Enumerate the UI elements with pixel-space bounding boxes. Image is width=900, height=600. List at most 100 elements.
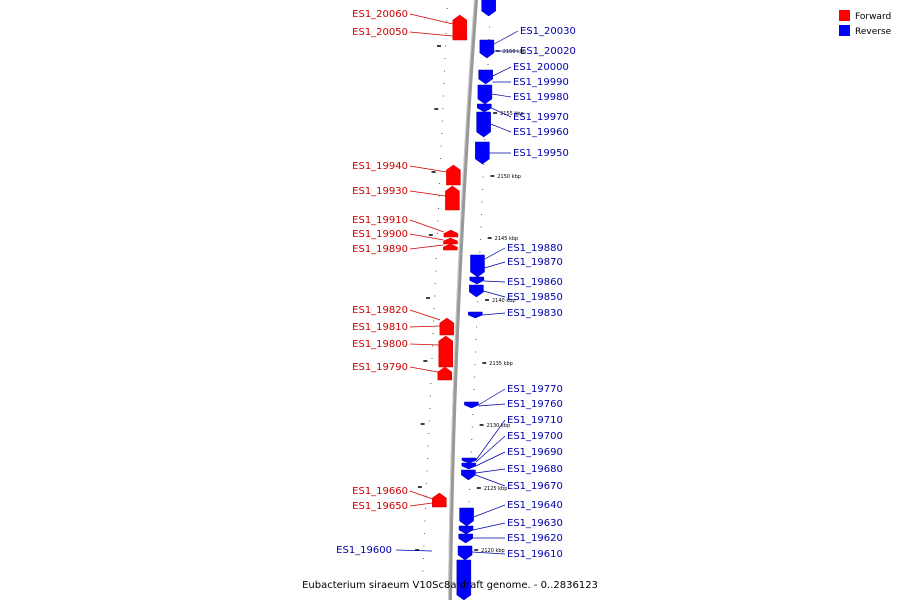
reverse-leader-line [493,30,519,45]
reverse-gene-label: ES1_20030 [520,26,576,37]
forward-leader-line [409,165,447,173]
reverse-gene [458,533,473,544]
dot-left [422,558,424,559]
dot-right [482,189,484,190]
forward-leader-line [409,502,433,507]
reverse-leader-line [484,261,506,269]
dot-right [468,501,470,503]
reverse-leader-line [490,123,512,133]
reverse-gene-label: ES1_19760 [507,399,563,410]
gene-layer [432,0,496,600]
dot-right [479,239,481,240]
dot-left [443,83,445,84]
forward-leader-line [409,366,438,373]
reverse-leader-line [483,290,506,298]
dot-left [427,458,429,459]
reverse-gene [478,69,493,85]
reverse-leader-line [478,388,506,406]
reverse-leader-line [475,435,506,463]
dot-left [438,195,440,197]
dot-right [471,426,473,428]
dot-left [440,158,442,159]
reverse-gene [476,111,491,138]
reverse-leader-line [472,522,506,531]
forward-gene [443,229,459,238]
dot-right [489,26,491,28]
dot-left [423,545,425,547]
reverse-leader-line [475,419,506,461]
dot-left [444,58,446,59]
tick-layer: 2160 kbp 2155 kbp 2150 kbp 2145 kbp 2140 kbp… [415,45,527,554]
forward-gene-label: ES1_19940 [352,161,408,172]
tick-label: 2125 kbp [484,486,508,492]
forward-gene [439,317,455,336]
dot-left [434,283,436,284]
dot-left [446,20,448,22]
forward-leader-line [409,233,444,241]
dot-left [433,308,435,309]
dot-left [445,45,447,47]
reverse-gene-label: ES1_19710 [507,415,563,426]
tick-label: 2130 kbp [487,423,511,429]
forward-gene-label: ES1_20050 [352,27,408,38]
dot-left [440,145,442,147]
reverse-gene [469,276,485,285]
reverse-gene-label: ES1_19870 [507,257,563,268]
reverse-leader-line [475,451,506,467]
reverse-gene-label: ES1_19700 [507,431,563,442]
forward-gene [443,243,458,251]
reverse-gene [477,84,493,105]
forward-gene [438,335,454,368]
dot-left [430,383,432,384]
dot-left [446,8,448,9]
label-layer: ES1_20060 ES1_20050 ES1_19940 ES1_19930 ES1_… [336,9,576,560]
reverse-gene [457,545,473,561]
reverse-gene [479,39,495,59]
reverse-gene-label: ES1_19610 [507,549,563,560]
forward-leader-line [409,325,440,328]
dot-right [472,414,474,415]
tick-label: 2135 kbp [489,361,513,367]
dot-right [481,201,483,203]
dot-left [426,483,428,484]
forward-gene-label: ES1_20060 [352,9,408,20]
dot-left [436,233,438,234]
reverse-leader-line [483,280,506,283]
legend-reverse-swatch [839,25,850,36]
dot-right [487,64,489,65]
forward-gene [452,14,468,41]
forward-gene-label: ES1_19900 [352,229,408,240]
forward-leader-line [409,343,440,346]
dot-right [483,164,485,165]
dot-left [445,33,447,34]
dot-left [428,433,430,434]
forward-leader-line [409,309,441,321]
forward-gene-label: ES1_19930 [352,186,408,197]
dot-right [477,301,479,303]
dot-left [439,183,441,184]
reverse-gene [481,0,496,17]
reverse-gene-label: ES1_19860 [507,277,563,288]
dot-right [473,389,475,390]
reverse-leader-line [472,551,506,555]
reverse-leader-line [475,474,506,487]
dot-left [425,495,427,497]
forward-leader-line [409,490,433,500]
dot-left [424,508,426,509]
dot-left [433,320,435,322]
dot-right [475,339,477,340]
reverse-gene [469,284,484,298]
dot-left [429,395,431,397]
dot-left [435,270,437,272]
dot-right [480,226,482,228]
forward-gene-label: ES1_19660 [352,486,408,497]
reverse-leader-line [473,504,506,518]
dot-right [476,326,478,328]
dot-left [434,295,436,297]
forward-leader-line [409,13,454,25]
tick-label: 2160 kbp [503,49,527,55]
reverse-leader-line [491,107,512,118]
reverse-leader-line [492,66,512,77]
genome-caption: Eubacterium siraeum V10Sc8a draft genome… [302,580,598,591]
